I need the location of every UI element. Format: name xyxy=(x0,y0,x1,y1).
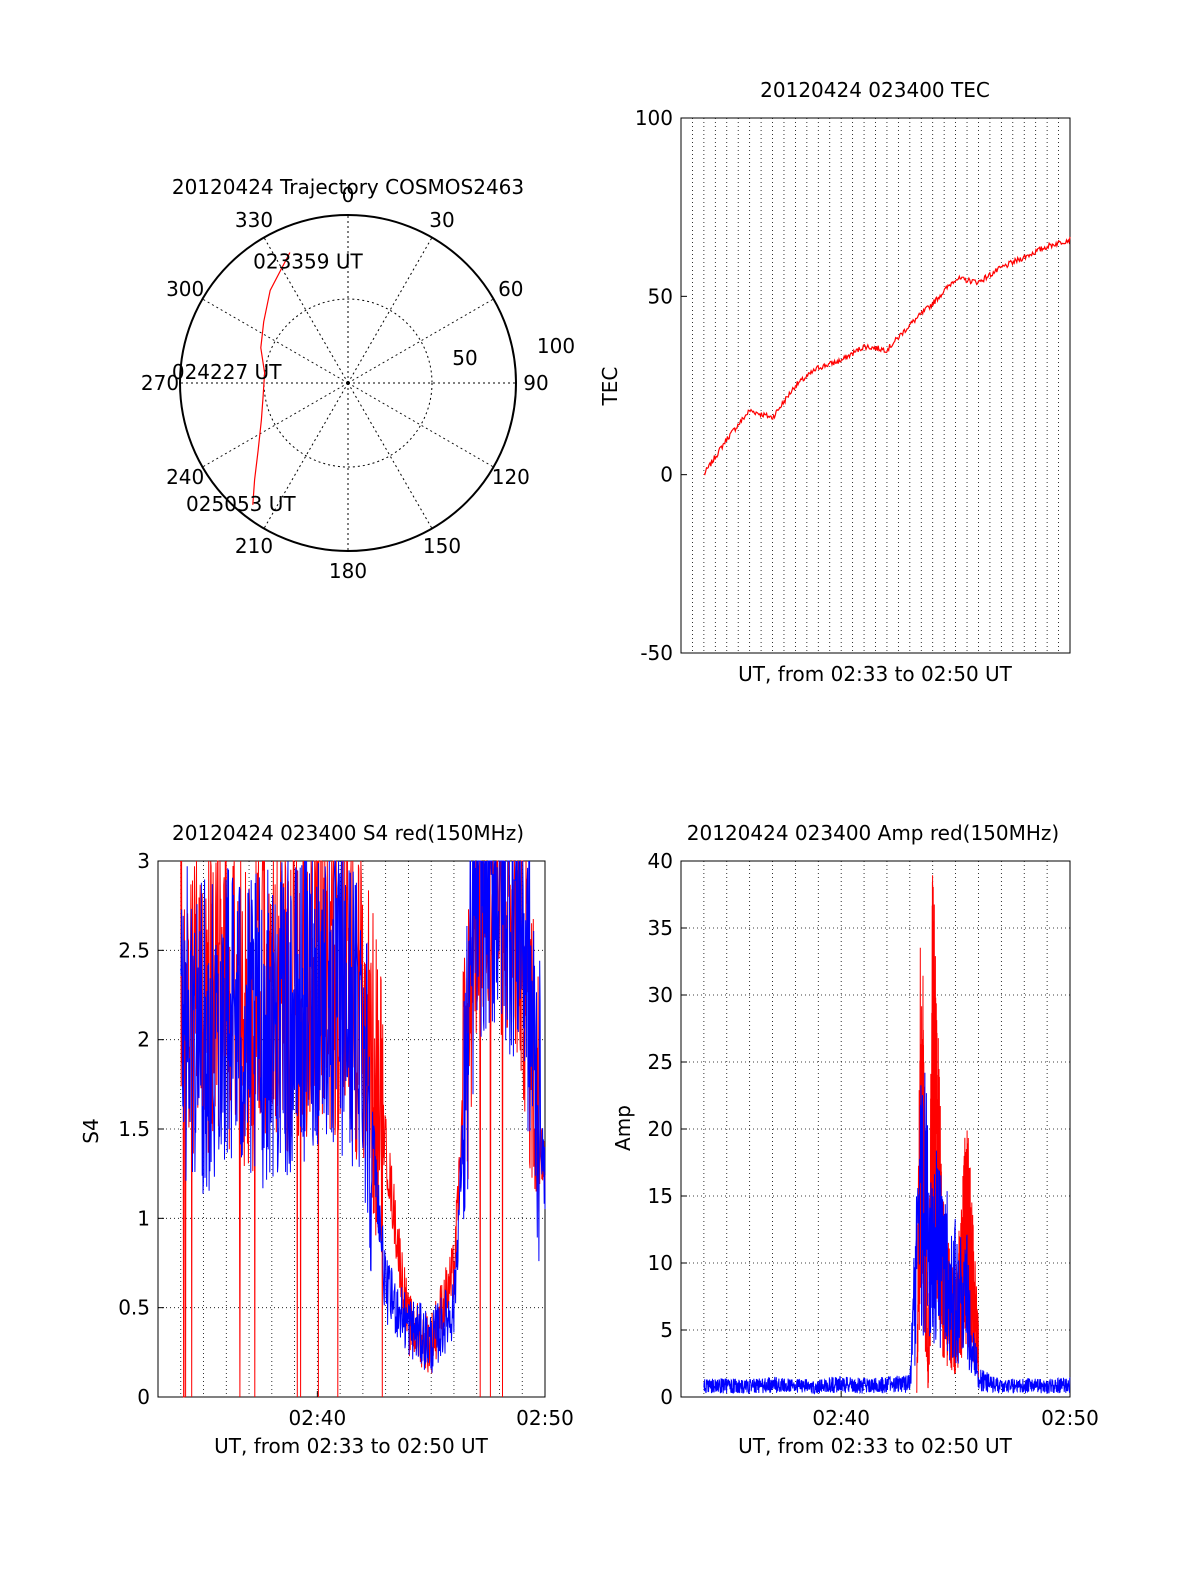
tec-series-line xyxy=(703,236,1071,476)
polar-spoke xyxy=(202,382,349,468)
polar-angle-label: 60 xyxy=(498,277,523,301)
y-tick-label: 30 xyxy=(648,983,673,1007)
tec-title: 20120424 023400 TEC xyxy=(760,78,990,102)
polar-spoke xyxy=(263,237,349,384)
polar-radial-label: 50 xyxy=(452,346,477,370)
polar-radial-label: 100 xyxy=(537,334,575,358)
s4-panel: 20120424 023400 S4 red(150MHz) 3 2.5 2 1.5 1… xyxy=(79,821,574,1458)
amp-series-line-blue xyxy=(703,1072,1071,1395)
y-tick-label: 5 xyxy=(660,1318,673,1342)
y-tick-label: 100 xyxy=(635,106,673,130)
y-tick-label: 20 xyxy=(648,1117,673,1141)
trajectory-title: 20120424 Trajectory COSMOS2463 xyxy=(172,175,524,199)
y-tick-label: 0 xyxy=(137,1385,150,1409)
tec-xlabel: UT, from 02:33 to 02:50 UT xyxy=(738,662,1013,686)
s4-ylabel: S4 xyxy=(79,1118,103,1143)
y-tick-label: 10 xyxy=(648,1251,673,1275)
x-tick-label: 02:50 xyxy=(1041,1406,1099,1430)
y-tick-label: -50 xyxy=(640,641,673,665)
tec-panel: 20120424 023400 TEC 100 50 0 -50 UT, from 0… xyxy=(598,78,1071,686)
amp-series xyxy=(703,875,1071,1395)
polar-angle-label: 330 xyxy=(235,208,273,232)
s4-title: 20120424 023400 S4 red(150MHz) xyxy=(172,821,524,845)
y-tick-label: 2.5 xyxy=(118,938,150,962)
trajectory-annotation: 023359 UT xyxy=(253,250,363,274)
y-tick-label: 25 xyxy=(648,1050,673,1074)
tec-ylabel: TEC xyxy=(598,367,622,407)
s4-series xyxy=(180,860,546,1398)
y-tick-label: 50 xyxy=(648,284,673,308)
polar-angle-label: 150 xyxy=(423,534,461,558)
y-tick-label: 1.5 xyxy=(118,1117,150,1141)
s4-y-ticks: 3 2.5 2 1.5 1 0.5 0 xyxy=(118,849,164,1409)
polar-angle-label: 270 xyxy=(141,371,179,395)
y-tick-label: 0.5 xyxy=(118,1296,150,1320)
tec-y-ticks: 100 50 0 -50 xyxy=(635,106,687,665)
y-tick-label: 1 xyxy=(137,1206,150,1230)
polar-angle-label: 120 xyxy=(492,465,530,489)
trajectory-annotation: 025053 UT xyxy=(186,492,296,516)
y-tick-label: 40 xyxy=(648,849,673,873)
polar-grid xyxy=(179,214,517,552)
polar-angle-label: 30 xyxy=(429,208,454,232)
polar-angle-label: 90 xyxy=(523,371,548,395)
polar-angle-label: 210 xyxy=(235,534,273,558)
amp-title: 20120424 023400 Amp red(150MHz) xyxy=(687,821,1059,845)
y-tick-label: 15 xyxy=(648,1184,673,1208)
amp-ylabel: Amp xyxy=(611,1105,635,1151)
amp-panel: 20120424 023400 Amp red(150MHz) 40 35 30 25… xyxy=(611,821,1099,1458)
trajectory-panel: 20120424 Trajectory COSMOS2463 0 30 60 90 12… xyxy=(141,175,575,583)
polar-angle-label: 240 xyxy=(166,465,204,489)
polar-spoke xyxy=(347,298,494,384)
polar-angle-labels: 0 30 60 90 120 150 180 210 240 270 300 330 50 100 xyxy=(141,183,575,583)
trajectory-annotations: 023359 UT 024227 UT 025053 UT xyxy=(172,250,364,516)
polar-outer-ring xyxy=(179,214,517,552)
y-tick-label: 0 xyxy=(660,463,673,487)
s4-x-ticks: 02:40 02:50 xyxy=(289,1391,574,1430)
polar-spoke xyxy=(202,298,349,384)
trajectory-annotation: 024227 UT xyxy=(172,360,282,384)
y-tick-label: 35 xyxy=(648,916,673,940)
polar-spoke xyxy=(347,237,433,384)
x-tick-label: 02:40 xyxy=(289,1406,347,1430)
s4-xlabel: UT, from 02:33 to 02:50 UT xyxy=(214,1434,489,1458)
polar-angle-label: 300 xyxy=(166,277,204,301)
y-tick-label: 0 xyxy=(660,1385,673,1409)
x-tick-label: 02:40 xyxy=(812,1406,870,1430)
s4-series-line-blue xyxy=(180,860,546,1373)
y-tick-label: 3 xyxy=(137,849,150,873)
polar-spoke xyxy=(347,382,494,468)
amp-y-ticks: 40 35 30 25 20 15 10 5 0 xyxy=(648,849,687,1409)
trajectory-track xyxy=(252,252,291,505)
polar-inner-ring xyxy=(263,298,433,468)
polar-angle-label: 180 xyxy=(329,559,367,583)
amp-x-ticks: 02:40 02:50 xyxy=(812,1391,1099,1430)
polar-angle-label: 0 xyxy=(342,183,355,207)
x-tick-label: 02:50 xyxy=(516,1406,574,1430)
amp-xlabel: UT, from 02:33 to 02:50 UT xyxy=(738,1434,1013,1458)
y-tick-label: 2 xyxy=(137,1028,150,1052)
